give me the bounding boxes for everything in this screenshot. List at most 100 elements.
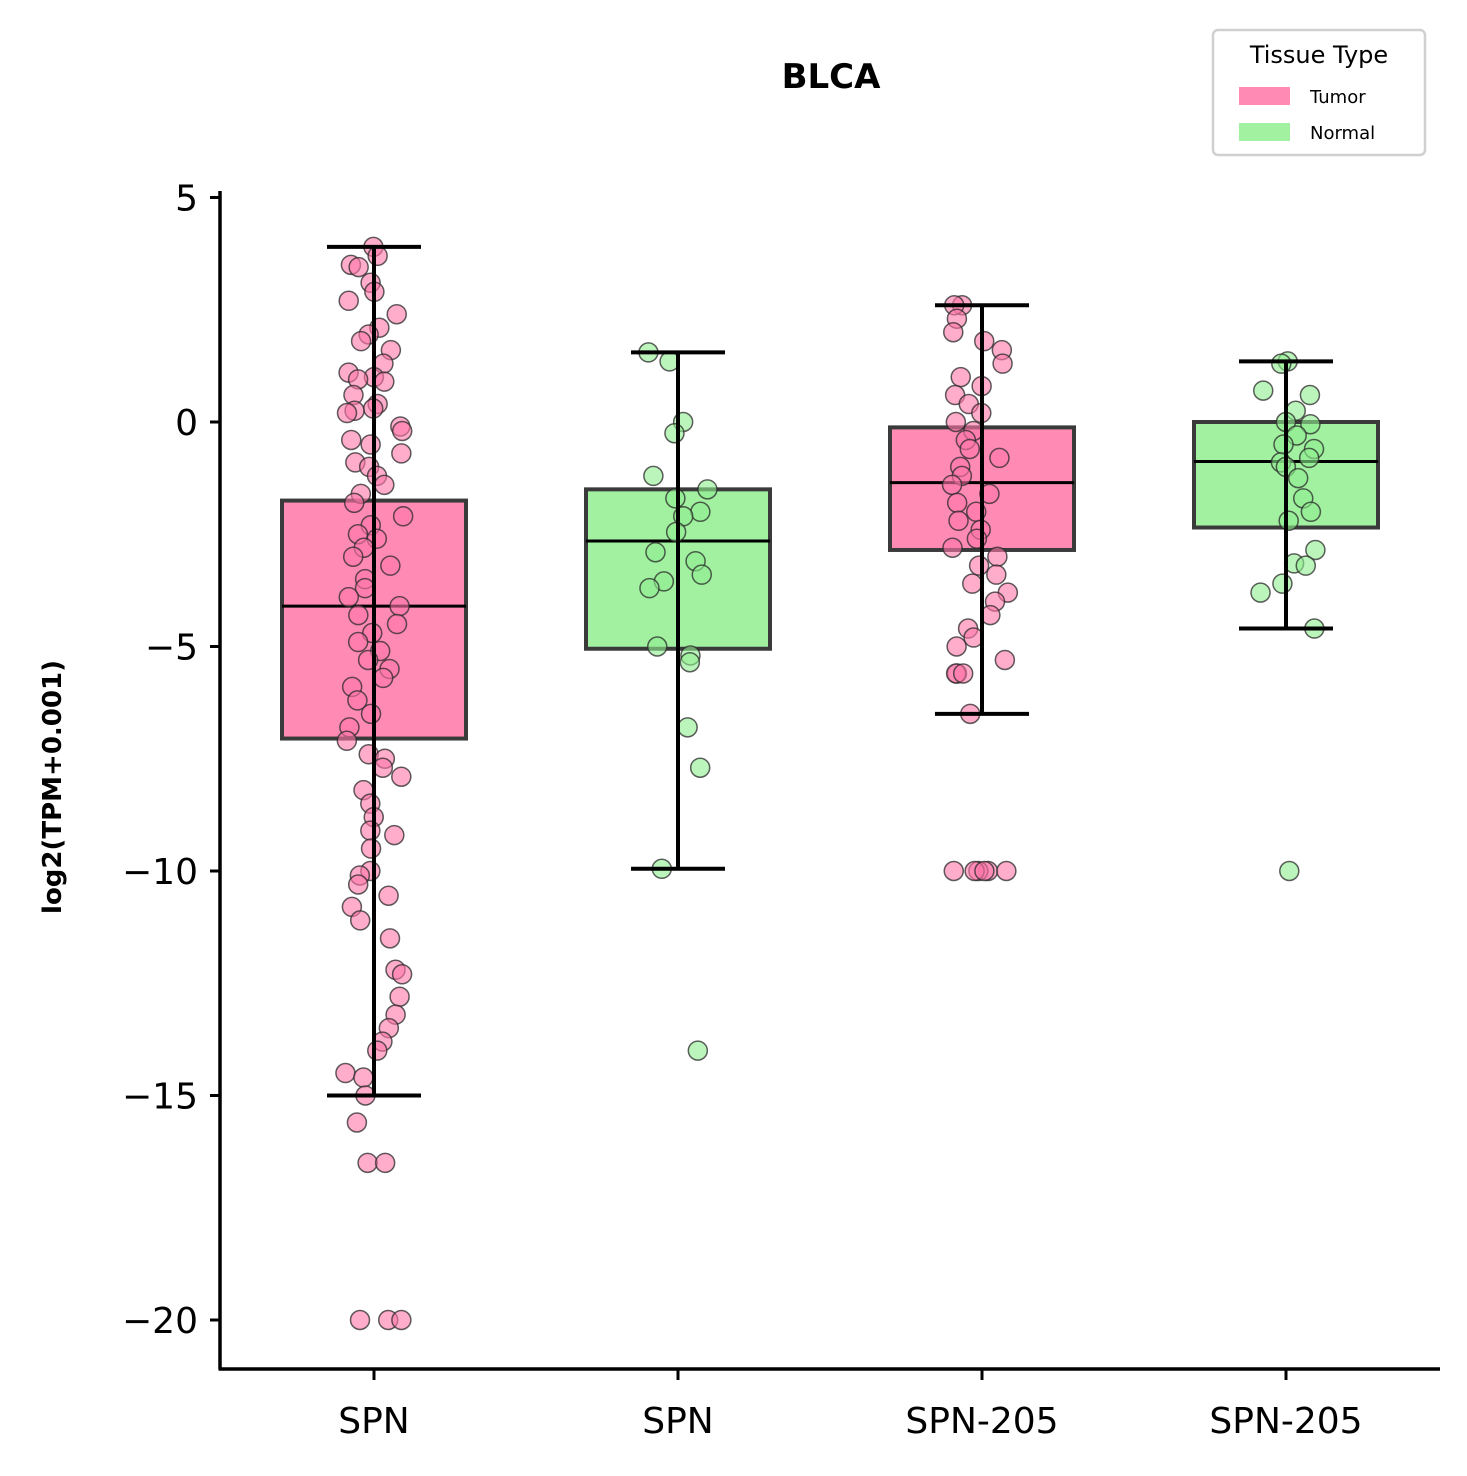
data-point <box>379 928 401 949</box>
data-point <box>384 824 405 846</box>
data-point <box>943 321 964 343</box>
data-point <box>391 766 412 787</box>
data-point <box>679 651 701 673</box>
legend-title: Tissue Type <box>1249 41 1388 69</box>
data-point <box>338 290 359 312</box>
data-point <box>1272 573 1293 594</box>
data-point <box>946 636 967 657</box>
data-point <box>347 690 368 711</box>
data-point <box>989 447 1010 469</box>
data-point <box>342 546 364 567</box>
data-point <box>386 303 407 325</box>
data-point <box>374 474 395 496</box>
data-point <box>349 1309 371 1331</box>
x-tick-label: SPN <box>338 1401 410 1442</box>
data-point <box>347 874 369 895</box>
box-group <box>280 236 468 1331</box>
data-point <box>665 488 686 509</box>
data-point <box>697 479 718 500</box>
data-point <box>357 1152 378 1174</box>
data-point <box>996 860 1017 882</box>
data-point <box>973 330 995 352</box>
legend-label-tumor: Tumor <box>1309 87 1366 108</box>
chart-title: BLCA <box>782 57 882 97</box>
data-point <box>338 586 360 608</box>
x-ticks: SPN SPN SPN-205 SPN-205 <box>338 1369 1363 1442</box>
data-point <box>349 910 371 931</box>
data-point <box>348 256 369 278</box>
data-point <box>643 465 664 487</box>
data-point <box>389 595 410 617</box>
data-point <box>392 506 414 527</box>
y-axis-label: log2(TPM+0.001) <box>38 660 68 914</box>
y-tick-label: −5 <box>145 628 198 669</box>
data-point <box>360 703 382 725</box>
data-point <box>386 613 408 635</box>
data-point <box>687 1040 709 1061</box>
data-point <box>979 483 1000 505</box>
data-point <box>389 986 410 1007</box>
data-point <box>645 541 666 563</box>
x-tick-label: SPN-205 <box>905 1401 1058 1442</box>
data-point <box>689 757 711 778</box>
data-point <box>647 636 668 657</box>
data-point <box>1279 860 1300 882</box>
plot-area <box>280 236 1380 1331</box>
y-tick-label: 0 <box>175 403 198 444</box>
data-point <box>391 443 412 464</box>
data-point <box>1273 434 1294 455</box>
data-point <box>340 429 362 451</box>
data-point <box>952 663 974 684</box>
data-point <box>391 964 413 985</box>
x-tick-label: SPN <box>642 1401 714 1442</box>
data-point <box>945 411 967 433</box>
data-point <box>378 885 399 906</box>
data-point <box>677 717 698 738</box>
data-point <box>353 1067 374 1088</box>
data-point <box>348 604 369 626</box>
box-group <box>888 295 1076 882</box>
y-tick-label: 5 <box>175 179 198 220</box>
y-tick-label: −20 <box>122 1301 198 1342</box>
x-tick-label: SPN-205 <box>1209 1401 1362 1442</box>
y-ticks: 5 0 −5 −10 −15 −20 <box>122 179 220 1342</box>
data-point <box>343 492 365 514</box>
data-point <box>1299 384 1321 406</box>
data-point <box>950 366 971 388</box>
data-point <box>1278 510 1299 532</box>
data-point <box>1250 582 1271 603</box>
data-point <box>360 434 381 455</box>
data-point <box>943 860 965 882</box>
y-tick-label: −10 <box>122 852 198 893</box>
data-point <box>994 649 1016 671</box>
data-point <box>1295 555 1317 576</box>
data-point <box>336 730 358 752</box>
data-point <box>941 474 963 496</box>
data-point <box>374 371 395 392</box>
data-point <box>959 438 981 460</box>
data-point <box>1298 447 1320 469</box>
data-point <box>1252 380 1274 401</box>
data-point <box>367 245 388 267</box>
data-point <box>350 330 372 352</box>
legend-swatch-tumor <box>1239 87 1290 105</box>
data-point <box>1300 413 1321 435</box>
data-point <box>948 510 969 532</box>
data-point <box>372 667 394 689</box>
data-point <box>691 564 713 585</box>
legend-swatch-normal <box>1239 123 1290 141</box>
data-point <box>372 757 394 778</box>
data-point <box>942 537 963 558</box>
data-point <box>347 631 369 653</box>
data-point <box>360 838 382 859</box>
box-group <box>1192 351 1380 882</box>
data-point <box>1305 539 1326 561</box>
data-point <box>968 555 990 576</box>
data-point <box>335 1062 356 1084</box>
data-point <box>986 564 1007 585</box>
legend: Tissue Type Tumor Normal <box>1211 28 1427 157</box>
data-point <box>391 1309 412 1331</box>
box-group <box>584 342 772 1061</box>
y-tick-label: −15 <box>122 1077 198 1118</box>
